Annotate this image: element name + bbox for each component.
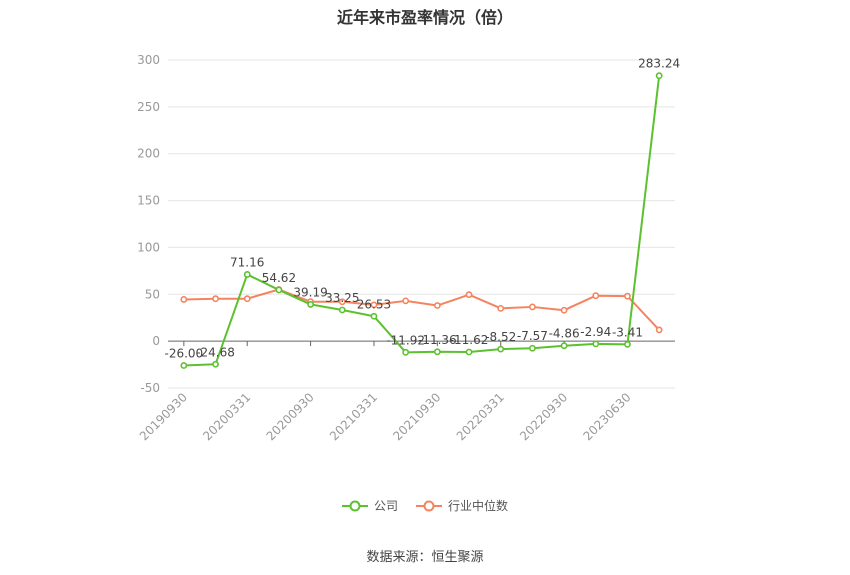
data-point-company bbox=[338, 306, 346, 314]
data-label: -26.00 bbox=[165, 347, 204, 361]
data-point-company bbox=[560, 342, 568, 350]
data-label: -11.62 bbox=[450, 333, 489, 347]
data-point-company bbox=[529, 344, 536, 352]
data-point-company bbox=[212, 360, 219, 368]
x-tick-label: 20200930 bbox=[264, 390, 317, 443]
data-label: -8.52 bbox=[485, 330, 516, 344]
data-label: -24.68 bbox=[196, 345, 235, 359]
data-point-industry bbox=[243, 295, 251, 303]
legend-item-company[interactable]: 公司 bbox=[341, 497, 398, 514]
y-tick-label: -50 bbox=[140, 381, 160, 395]
data-point-company bbox=[275, 286, 283, 294]
data-label: 26.53 bbox=[357, 297, 391, 311]
series-line-industry bbox=[183, 288, 660, 331]
x-tick-label: 20190930 bbox=[137, 390, 190, 443]
data-point-industry bbox=[560, 306, 568, 314]
legend-item-industry[interactable]: 行业中位数 bbox=[416, 497, 508, 514]
y-tick-label: 150 bbox=[137, 194, 160, 208]
data-label: -3.41 bbox=[612, 325, 643, 339]
x-tick-label: 20220930 bbox=[517, 390, 570, 443]
data-point-industry bbox=[592, 292, 600, 300]
data-label: -11.92 bbox=[386, 333, 425, 347]
legend-industry-label: 行业中位数 bbox=[448, 499, 509, 513]
x-tick-label: 20230630 bbox=[581, 390, 634, 443]
data-point-industry bbox=[180, 296, 188, 303]
y-tick-label: 300 bbox=[137, 53, 160, 67]
data-point-company bbox=[307, 301, 314, 308]
x-tick-label: 20210331 bbox=[327, 390, 380, 443]
legend-industry-icon bbox=[416, 500, 442, 511]
series-line-company bbox=[183, 75, 661, 367]
data-point-company bbox=[433, 348, 441, 356]
y-tick-label: 100 bbox=[137, 240, 160, 254]
data-point-company bbox=[655, 72, 663, 80]
data-label: -11.36 bbox=[418, 333, 457, 347]
legend: 公司 行业中位数 bbox=[0, 497, 850, 514]
legend-company-label: 公司 bbox=[373, 499, 398, 513]
data-label: 39.19 bbox=[293, 285, 327, 299]
x-tick-label: 20200331 bbox=[200, 390, 253, 443]
data-point-industry bbox=[338, 298, 346, 306]
y-tick-label: 250 bbox=[137, 100, 160, 114]
chart-title: 近年来市盈率情况（倍） bbox=[336, 8, 513, 27]
data-label: 283.24 bbox=[638, 57, 680, 71]
data-point-industry bbox=[497, 304, 505, 312]
data-point-industry bbox=[465, 291, 473, 299]
y-tick-label: 50 bbox=[145, 287, 160, 301]
x-tick-label: 20210930 bbox=[390, 390, 443, 443]
data-point-company bbox=[624, 340, 631, 348]
data-point-company bbox=[243, 271, 251, 278]
data-point-industry bbox=[212, 295, 219, 303]
data-label: -2.94 bbox=[580, 325, 611, 339]
data-point-industry bbox=[433, 302, 441, 309]
data-point-company bbox=[180, 362, 188, 369]
data-point-industry bbox=[402, 297, 410, 305]
data-label: 54.62 bbox=[262, 271, 296, 285]
data-point-industry bbox=[370, 301, 378, 309]
data-label: -7.57 bbox=[517, 329, 548, 343]
legend-company-icon bbox=[341, 500, 368, 511]
data-point-company bbox=[402, 348, 410, 356]
source-note: 数据来源：恒生聚源 bbox=[366, 550, 484, 565]
data-point-industry bbox=[529, 303, 536, 311]
data-point-company bbox=[370, 312, 378, 320]
data-point-company bbox=[465, 348, 473, 356]
data-label: -4.86 bbox=[549, 327, 580, 341]
data-point-company bbox=[592, 340, 600, 348]
x-tick-label: 20220331 bbox=[454, 390, 507, 443]
data-point-industry bbox=[624, 292, 631, 300]
y-tick-label: 0 bbox=[152, 334, 160, 348]
data-label: 33.25 bbox=[325, 291, 359, 305]
data-point-industry bbox=[655, 326, 663, 334]
y-tick-label: 200 bbox=[137, 147, 160, 161]
data-point-company bbox=[497, 345, 505, 353]
data-label: 71.16 bbox=[230, 255, 264, 269]
